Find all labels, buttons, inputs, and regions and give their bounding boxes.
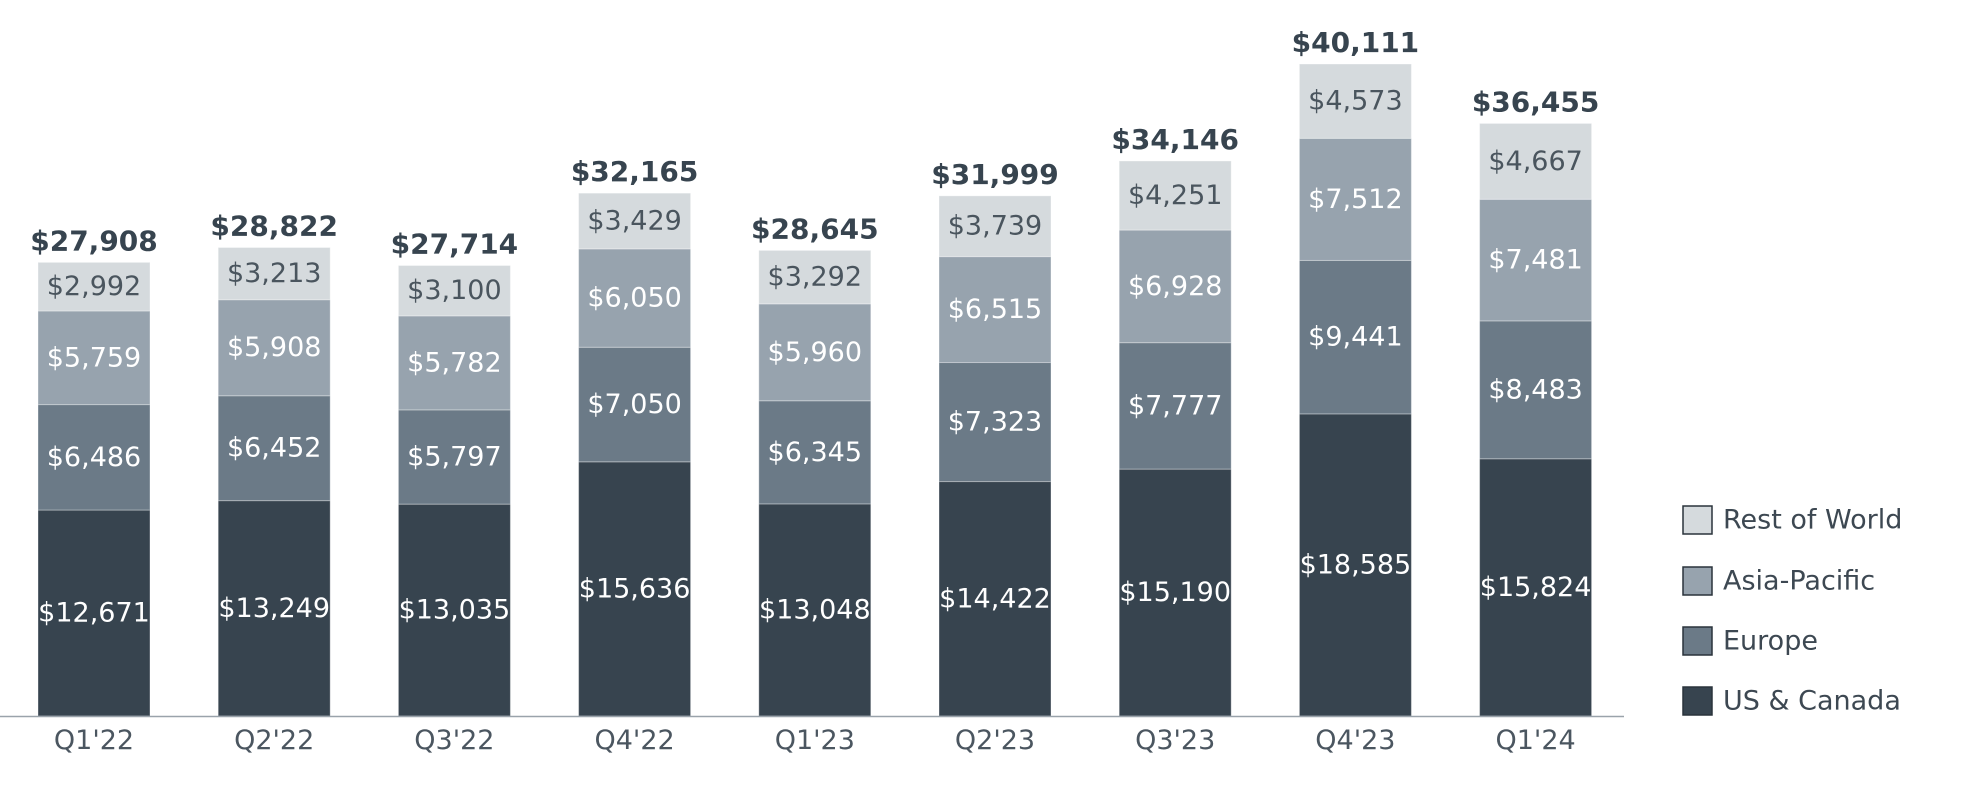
bar-segment-rest-of-world: [758, 249, 872, 305]
legend-label: Asia-Pacific: [1723, 566, 1875, 597]
x-tick-label: Q2'23: [955, 725, 1035, 756]
data-label: $3,100: [407, 275, 501, 306]
total-label: $28,822: [210, 210, 338, 243]
bar-segment-us-canada: [1479, 458, 1593, 717]
data-label: $6,345: [768, 437, 862, 468]
data-label: $7,050: [587, 389, 681, 420]
data-label: $5,797: [407, 442, 501, 473]
data-label: $12,671: [38, 598, 150, 629]
bar-segment-rest-of-world: [1118, 160, 1232, 231]
bar-segment-europe: [1118, 342, 1232, 470]
bar-segment-asia-pacific: [938, 256, 1052, 364]
bar-segment-rest-of-world: [1479, 122, 1593, 200]
data-label: $6,452: [227, 433, 321, 464]
total-label: $27,714: [391, 228, 519, 261]
data-label: $15,636: [579, 573, 691, 604]
legend-swatch: [1682, 566, 1713, 596]
x-tick-label: Q3'23: [1135, 725, 1215, 756]
data-label: $13,249: [218, 593, 330, 624]
data-label: $7,777: [1128, 390, 1222, 421]
legend-label: US & Canada: [1723, 686, 1901, 717]
data-label: $13,035: [399, 595, 511, 626]
bar-segment-asia-pacific: [217, 299, 331, 397]
data-label: $2,992: [47, 271, 141, 302]
data-label: $6,486: [47, 442, 141, 473]
bar-segment-us-canada: [578, 461, 692, 717]
data-label: $15,824: [1480, 572, 1592, 603]
bar-segment-rest-of-world: [397, 265, 511, 317]
bar-segment-us-canada: [758, 503, 872, 717]
data-label: $5,782: [407, 347, 501, 378]
bar-segment-us-canada: [938, 481, 1052, 717]
bar-segment-europe: [37, 404, 151, 511]
bar-segment-us-canada: [1298, 413, 1412, 717]
x-tick-label: Q4'22: [594, 725, 674, 756]
legend-label: Rest of World: [1723, 505, 1902, 536]
data-label: $3,292: [768, 262, 862, 293]
total-label: $34,146: [1111, 123, 1239, 156]
data-label: $9,441: [1308, 322, 1402, 353]
data-label: $4,251: [1128, 180, 1222, 211]
data-label: $7,481: [1488, 245, 1582, 276]
data-label: $7,323: [948, 407, 1042, 438]
bar-segment-asia-pacific: [578, 248, 692, 348]
x-tick-label: Q3'22: [414, 725, 494, 756]
bar-segment-rest-of-world: [37, 261, 151, 312]
total-label: $28,645: [751, 212, 879, 245]
data-label: $13,048: [759, 594, 871, 625]
bar-segment-us-canada: [37, 509, 151, 717]
legend-label: Europe: [1723, 626, 1818, 657]
bar-segment-us-canada: [1118, 468, 1232, 717]
legend-swatch: [1682, 505, 1713, 535]
data-label: $14,422: [939, 583, 1051, 614]
data-label: $6,928: [1128, 271, 1222, 302]
bar-segment-rest-of-world: [1298, 63, 1412, 139]
bar-segment-asia-pacific: [758, 303, 872, 402]
data-label: $18,585: [1300, 549, 1412, 580]
data-label: $5,960: [768, 337, 862, 368]
total-label: $32,165: [571, 155, 699, 188]
data-label: $5,908: [227, 332, 321, 363]
data-label: $3,429: [587, 206, 681, 237]
total-label: $36,455: [1472, 85, 1600, 118]
x-tick-label: Q1'24: [1495, 725, 1575, 756]
data-label: $15,190: [1119, 577, 1231, 608]
total-label: $31,999: [931, 158, 1059, 191]
data-label: $6,050: [587, 283, 681, 314]
total-label: $40,111: [1292, 26, 1420, 59]
x-tick-label: Q1'23: [775, 725, 855, 756]
data-label: $5,759: [47, 342, 141, 373]
legend-swatch: [1682, 686, 1713, 716]
bar-segment-europe: [1298, 259, 1412, 415]
data-label: $3,739: [948, 211, 1042, 242]
data-label: $6,515: [948, 294, 1042, 325]
data-label: $4,667: [1488, 146, 1582, 177]
bar-segment-asia-pacific: [1479, 198, 1593, 322]
bar-segment-europe: [217, 395, 331, 502]
bar-segment-asia-pacific: [397, 315, 511, 411]
x-tick-label: Q1'22: [54, 725, 134, 756]
bar-segment-rest-of-world: [217, 247, 331, 301]
bar-segment-europe: [758, 400, 872, 505]
data-label: $8,483: [1488, 374, 1582, 405]
bar-segment-rest-of-world: [938, 195, 1052, 258]
bar-segment-rest-of-world: [578, 192, 692, 250]
data-label: $7,512: [1308, 184, 1402, 215]
data-label: $3,213: [227, 258, 321, 289]
bar-segment-us-canada: [217, 500, 331, 717]
bar-segment-asia-pacific: [1118, 229, 1232, 344]
x-tick-label: Q2'22: [234, 725, 314, 756]
data-label: $4,573: [1308, 86, 1402, 117]
bar-segment-europe: [397, 409, 511, 505]
x-tick-label: Q4'23: [1315, 725, 1395, 756]
total-label: $27,908: [30, 224, 158, 257]
bar-segment-europe: [1479, 320, 1593, 460]
legend-swatch: [1682, 626, 1713, 656]
